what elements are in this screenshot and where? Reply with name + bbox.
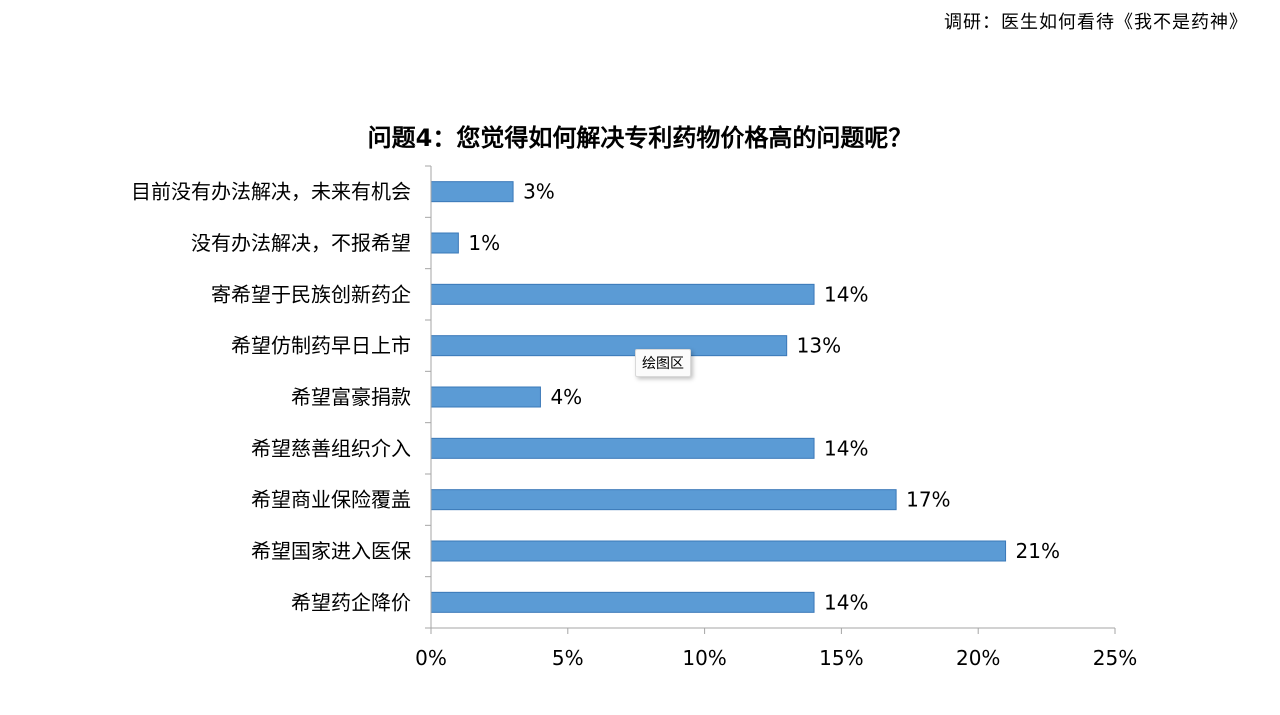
data-label: 13% (797, 334, 841, 358)
bar (430, 489, 897, 511)
bar (430, 232, 459, 254)
bar (430, 335, 788, 357)
category-label: 希望国家进入医保 (251, 539, 411, 563)
data-label: 17% (906, 488, 950, 512)
category-label: 希望药企降价 (291, 590, 411, 614)
x-tick-label: 15% (819, 646, 863, 670)
category-label: 希望慈善组织介入 (251, 436, 411, 460)
bar (430, 386, 541, 408)
category-label: 寄希望于民族创新药企 (211, 282, 411, 306)
survey-title: 调研：医生如何看待《我不是药神》 (944, 12, 1248, 33)
bar (430, 181, 514, 203)
data-label: 21% (1016, 539, 1060, 563)
data-label: 1% (468, 231, 500, 255)
data-label: 14% (824, 590, 868, 614)
category-label: 没有办法解决，不报希望 (191, 231, 411, 255)
data-label: 14% (824, 282, 868, 306)
plot-area-tooltip: 绘图区 (635, 349, 691, 377)
x-tick-label: 5% (552, 646, 584, 670)
chart-title: 问题4：您觉得如何解决专利药物价格高的问题呢？ (367, 124, 913, 152)
category-label: 希望仿制药早日上市 (231, 334, 411, 358)
x-tick-label: 25% (1093, 646, 1137, 670)
bar (430, 540, 1007, 562)
bar (430, 437, 815, 459)
bar (430, 591, 815, 613)
x-tick-label: 20% (956, 646, 1000, 670)
bar (430, 283, 815, 305)
x-tick-label: 10% (682, 646, 726, 670)
category-label: 希望富豪捐款 (291, 385, 411, 409)
data-label: 4% (550, 385, 582, 409)
x-tick-label: 0% (415, 646, 447, 670)
data-label: 14% (824, 436, 868, 460)
data-label: 3% (523, 180, 555, 204)
category-label: 希望商业保险覆盖 (251, 488, 411, 512)
category-label: 目前没有办法解决，未来有机会 (131, 180, 411, 204)
